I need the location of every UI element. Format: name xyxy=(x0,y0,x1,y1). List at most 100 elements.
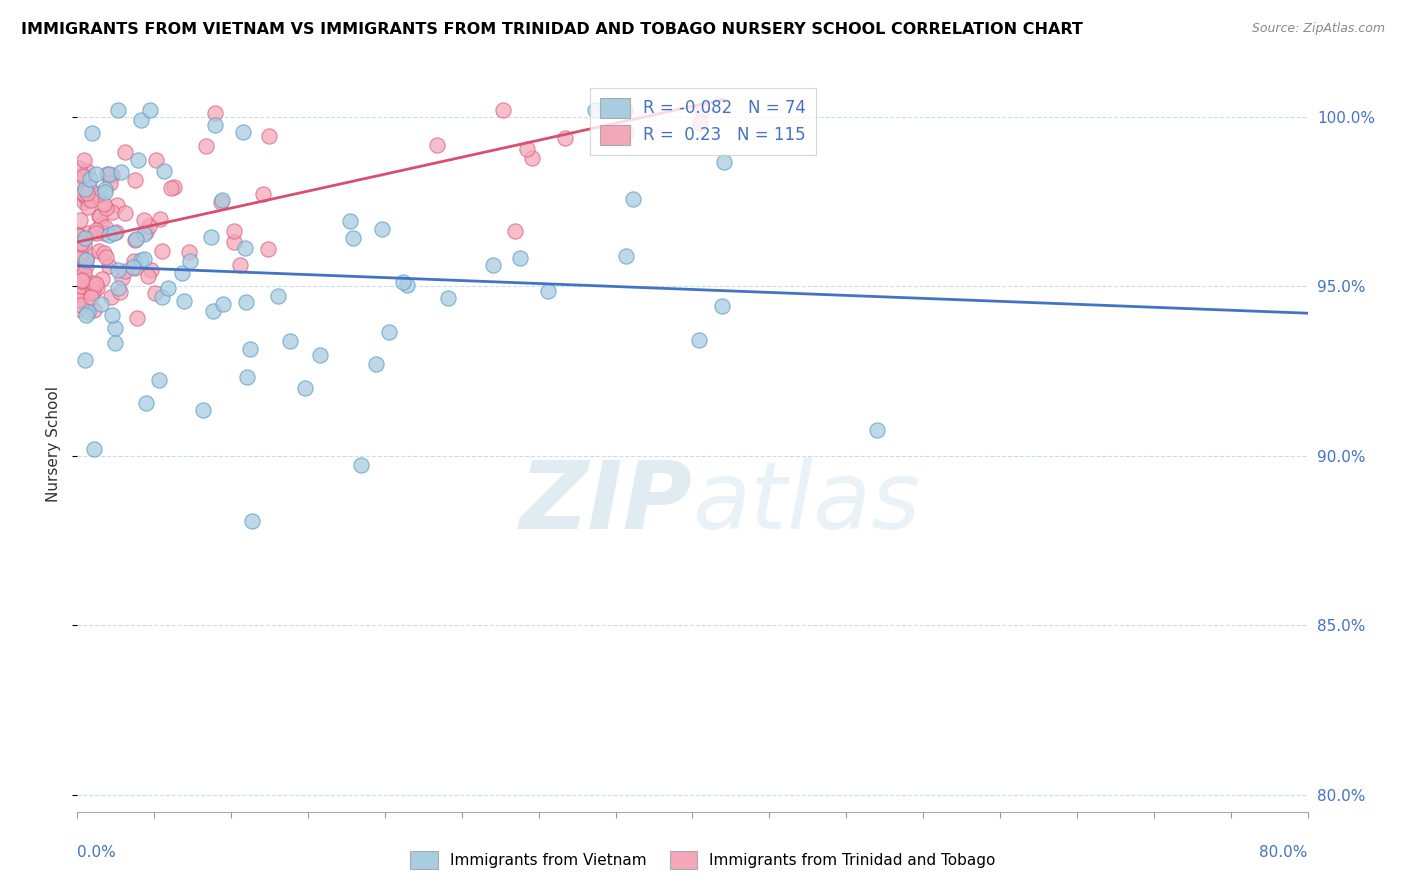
Point xyxy=(378,325,401,339)
Point xyxy=(84,168,107,182)
Point xyxy=(73,169,96,184)
Point xyxy=(69,274,91,288)
Point xyxy=(153,164,176,178)
Point xyxy=(121,260,143,275)
Point xyxy=(614,125,637,139)
Point xyxy=(107,281,129,295)
Point xyxy=(222,235,245,250)
Point xyxy=(73,182,96,196)
Point xyxy=(94,185,117,199)
Point xyxy=(350,458,373,473)
Point xyxy=(124,260,146,275)
Point xyxy=(437,291,460,305)
Point xyxy=(491,103,513,117)
Point xyxy=(690,103,713,117)
Point xyxy=(70,236,93,251)
Point xyxy=(426,137,449,152)
Point xyxy=(94,220,117,235)
Point xyxy=(69,246,91,260)
Point xyxy=(72,186,94,200)
Point xyxy=(108,285,131,299)
Point xyxy=(104,336,127,351)
Point xyxy=(96,168,118,182)
Point xyxy=(211,193,233,207)
Point xyxy=(103,226,125,240)
Point xyxy=(139,103,162,117)
Point xyxy=(93,226,115,240)
Point xyxy=(107,103,129,117)
Point xyxy=(101,205,124,219)
Point xyxy=(104,225,127,239)
Point xyxy=(73,353,96,368)
Point xyxy=(392,275,415,289)
Point xyxy=(69,249,91,263)
Point xyxy=(80,188,103,202)
Point xyxy=(80,126,103,140)
Point xyxy=(84,222,107,236)
Point xyxy=(110,165,132,179)
Point xyxy=(72,237,94,252)
Point xyxy=(229,258,252,272)
Point xyxy=(86,281,108,295)
Point xyxy=(129,252,152,267)
Point xyxy=(72,169,94,184)
Point xyxy=(294,381,316,395)
Point xyxy=(93,197,115,211)
Point xyxy=(83,303,105,318)
Legend: R = -0.082   N = 74, R =  0.23   N = 115: R = -0.082 N = 74, R = 0.23 N = 115 xyxy=(591,87,817,155)
Point xyxy=(75,253,97,268)
Point xyxy=(82,277,104,291)
Point xyxy=(482,258,505,272)
Point xyxy=(193,402,215,417)
Point xyxy=(69,298,91,312)
Point xyxy=(69,213,91,227)
Point xyxy=(90,297,112,311)
Point xyxy=(67,161,90,175)
Point xyxy=(86,277,108,292)
Point xyxy=(621,192,644,206)
Point xyxy=(179,254,201,268)
Point xyxy=(73,231,96,245)
Point xyxy=(107,262,129,277)
Point xyxy=(163,180,186,194)
Point xyxy=(67,229,90,244)
Point xyxy=(139,263,162,277)
Point xyxy=(150,290,173,304)
Point xyxy=(236,370,259,384)
Point xyxy=(124,233,146,247)
Point xyxy=(67,227,90,242)
Point xyxy=(371,221,394,235)
Point xyxy=(67,293,90,307)
Point xyxy=(97,228,120,243)
Legend: Immigrants from Vietnam, Immigrants from Trinidad and Tobago: Immigrants from Vietnam, Immigrants from… xyxy=(404,845,1002,875)
Point xyxy=(150,244,173,259)
Point xyxy=(75,191,97,205)
Text: ZIP: ZIP xyxy=(520,457,693,549)
Point xyxy=(309,348,332,362)
Point xyxy=(170,266,193,280)
Point xyxy=(179,245,201,260)
Point xyxy=(160,181,183,195)
Point xyxy=(70,278,93,293)
Point xyxy=(73,153,96,168)
Point xyxy=(134,227,156,241)
Point xyxy=(94,182,117,196)
Text: 80.0%: 80.0% xyxy=(1260,845,1308,860)
Point xyxy=(583,103,606,117)
Y-axis label: Nursery School: Nursery School xyxy=(45,385,60,502)
Text: 0.0%: 0.0% xyxy=(77,845,117,860)
Point xyxy=(79,179,101,194)
Point xyxy=(82,284,104,298)
Point xyxy=(93,245,115,260)
Point xyxy=(232,125,254,139)
Point xyxy=(76,192,98,206)
Point xyxy=(204,106,226,120)
Point xyxy=(127,153,149,167)
Point xyxy=(82,285,104,300)
Point xyxy=(75,253,97,268)
Point xyxy=(72,195,94,210)
Point xyxy=(235,241,257,255)
Point xyxy=(122,254,145,268)
Point xyxy=(127,311,149,326)
Point xyxy=(537,284,560,298)
